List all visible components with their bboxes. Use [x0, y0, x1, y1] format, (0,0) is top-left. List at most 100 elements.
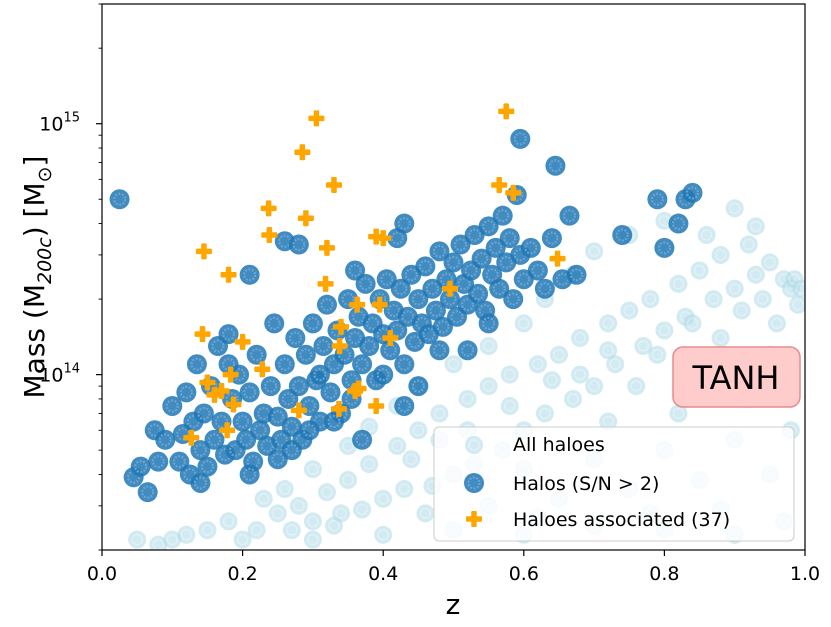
series-haloes-associated: [183, 103, 566, 446]
halo-sn-point: [281, 440, 302, 461]
all-haloes-point: [704, 290, 723, 309]
legend-box: [433, 426, 795, 542]
halo-sn-point: [288, 376, 309, 397]
halo-sn-point: [425, 300, 446, 321]
all-haloes-point: [395, 480, 414, 499]
all-haloes-point: [585, 242, 604, 261]
associated-halo-point: [260, 200, 277, 217]
all-haloes-point: [655, 321, 674, 340]
halo-sn-point: [541, 228, 562, 249]
halo-sn-point: [130, 456, 151, 477]
halo-sn-point: [239, 464, 260, 485]
all-haloes-point: [219, 512, 238, 531]
halo-sn-point: [492, 205, 513, 226]
all-haloes-point: [303, 512, 322, 531]
halo-sn-point: [485, 237, 506, 258]
associated-halo-point: [195, 243, 212, 260]
halo-sn-point: [267, 406, 288, 427]
halo-sn-point: [239, 264, 260, 285]
legend: All haloes Halos (S/N > 2) Haloes associ…: [433, 426, 795, 542]
halo-sn-point: [246, 344, 267, 365]
halo-sn-point: [422, 278, 443, 299]
halo-sn-point: [316, 294, 337, 315]
halo-sn-point: [415, 256, 436, 277]
all-haloes-point: [374, 489, 393, 508]
method-badge: TANH: [672, 346, 801, 408]
halo-sn-point: [186, 354, 207, 375]
x-tick-label: 0.2: [227, 563, 257, 585]
halo-sn-point: [559, 205, 580, 226]
all-haloes-point: [542, 371, 561, 390]
associated-halo-point: [382, 329, 399, 346]
all-haloes-point: [620, 301, 639, 320]
y-axis-title-main: Mass (M: [18, 284, 51, 398]
legend-label-associated: Haloes associated (37): [513, 509, 730, 531]
all-haloes-point: [669, 404, 688, 423]
all-haloes-point: [606, 355, 625, 374]
all-haloes-point: [725, 279, 744, 298]
all-haloes-point: [500, 365, 519, 384]
all-haloes-point: [739, 235, 758, 254]
y-tick-label: 1015: [39, 111, 80, 136]
all-haloes-point: [479, 337, 498, 356]
all-haloes-point: [402, 450, 421, 469]
halo-sn-point: [647, 189, 668, 210]
legend-marker-all-haloes: [465, 436, 483, 454]
associated-halo-point: [375, 230, 392, 247]
halo-sn-point: [313, 336, 334, 357]
all-haloes-point: [641, 290, 660, 309]
all-haloes-point: [303, 530, 322, 549]
series-halos-sn: [109, 128, 703, 503]
halo-sn-point: [408, 376, 429, 397]
legend-symbol-light-circle: [465, 436, 483, 454]
halo-sn-point: [499, 228, 520, 249]
all-haloes-point: [760, 253, 779, 272]
associated-halo-point: [549, 250, 566, 267]
all-haloes-point: [711, 245, 730, 264]
all-haloes-point: [479, 377, 498, 396]
halo-sn-point: [155, 429, 176, 450]
all-haloes-point: [416, 504, 435, 523]
halo-sn-point: [193, 403, 214, 424]
halo-sn-point: [352, 354, 373, 375]
associated-halo-point: [199, 374, 216, 391]
all-haloes-point: [247, 521, 266, 540]
halo-sn-point: [566, 264, 587, 285]
associated-halo-point: [254, 361, 271, 378]
all-haloes-point: [564, 389, 583, 408]
all-haloes-point: [233, 530, 252, 549]
associated-halo-point: [333, 318, 350, 335]
halo-sn-point: [429, 340, 450, 361]
associated-halo-point: [505, 184, 522, 201]
all-haloes-point: [458, 389, 477, 408]
all-haloes-point: [571, 365, 590, 384]
associated-halo-point: [290, 402, 307, 419]
all-haloes-point: [317, 483, 336, 502]
associated-halo-point: [317, 275, 334, 292]
associated-halo-point: [368, 397, 385, 414]
halo-sn-point: [478, 216, 499, 237]
y-axis-ticks: 1014 1015: [39, 3, 102, 551]
x-tick-label: 0.6: [509, 563, 539, 585]
halo-sn-point: [162, 395, 183, 416]
halo-sn-point: [327, 320, 348, 341]
all-haloes-point: [711, 328, 730, 347]
halo-sn-point: [295, 344, 316, 365]
halo-sn-point: [612, 225, 633, 246]
all-haloes-point: [332, 504, 351, 523]
halo-sn-point: [109, 189, 130, 210]
halo-sn-point: [373, 364, 394, 385]
x-tick-label: 0.0: [87, 563, 117, 585]
x-axis-ticks: 0.0 0.2 0.4 0.6 0.8 1.0: [87, 550, 820, 585]
halo-sn-point: [359, 336, 380, 357]
halo-sn-point: [534, 278, 555, 299]
associated-halo-point: [219, 422, 236, 439]
y-axis-title-sub: 200c: [34, 237, 56, 284]
halo-sn-point: [309, 364, 330, 385]
all-haloes-point: [753, 290, 772, 309]
legend-symbol-plus: [466, 511, 482, 527]
all-haloes-point: [339, 471, 358, 490]
legend-marker-associated: [466, 511, 482, 527]
associated-halo-point: [261, 227, 278, 244]
